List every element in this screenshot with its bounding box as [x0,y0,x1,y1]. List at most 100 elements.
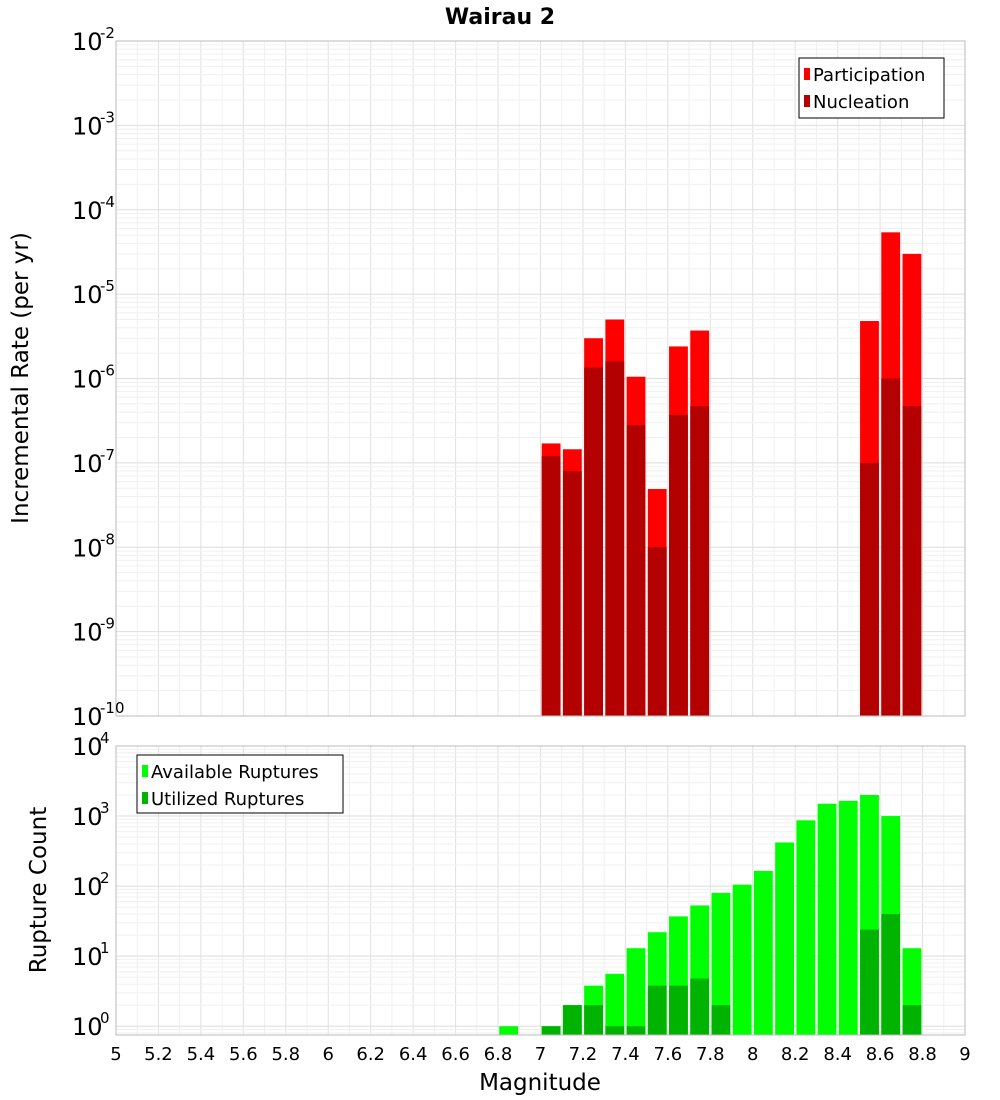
count-bar-available-ruptures [711,892,731,1035]
rate-bar-nucleation [860,462,879,716]
x-tick-label: 8.6 [866,1044,895,1065]
count-y-tick-label: 103 [72,799,110,831]
x-axis-label: Magnitude [479,1070,601,1096]
x-tick-label: 7 [535,1044,546,1065]
rate-y-tick-base: 10 [72,703,103,731]
x-tick-label: 7.2 [569,1044,598,1065]
count-bar-utilized-ruptures [647,985,667,1035]
rate-y-tick-exponent: -7 [100,446,115,464]
rate-y-tick-label: 10-4 [72,193,115,225]
count-y-tick-base: 10 [72,803,103,831]
rate-y-tick-exponent: -4 [100,193,115,211]
rate-legend-swatch [804,68,810,80]
rate-y-tick-base: 10 [72,112,103,140]
rate-bar-nucleation [647,547,667,716]
count-y-tick-label: 104 [72,729,110,761]
count-legend-box [136,754,344,814]
rate-y-tick-base: 10 [72,366,103,394]
count-bar-available-ruptures [499,1026,519,1035]
rate-y-tick-label: 10-7 [72,446,115,478]
count-y-tick-label: 102 [72,869,110,901]
count-y-tick-exponent: 0 [100,1009,110,1027]
rate-y-tick-label: 10-10 [72,699,125,731]
x-tick-label: 9 [959,1044,970,1065]
count-bar-utilized-ruptures [605,1026,625,1035]
x-tick-label: 6.2 [356,1044,385,1065]
count-legend: Available Ruptures Utilized Ruptures [136,754,344,814]
x-tick-label: 6.4 [399,1044,428,1065]
count-y-tick-exponent: 4 [100,729,110,747]
count-bar-available-ruptures [796,820,816,1035]
x-tick-label: 7.6 [654,1044,683,1065]
count-y-tick-base: 10 [72,873,103,901]
rate-legend-box [798,57,945,119]
rate-legend-label: Participation [813,65,925,86]
count-bar-utilized-ruptures [626,1026,646,1035]
rate-bar-nucleation [584,367,603,716]
rate-legend-label: Nucleation [813,92,909,113]
count-y-tick-exponent: 3 [100,799,110,817]
count-bar-utilized-ruptures [562,1005,582,1035]
rate-y-tick-label: 10-2 [72,24,115,56]
x-tick-label: 5.2 [144,1044,173,1065]
rate-bar-nucleation [605,361,625,716]
count-bar-available-ruptures [838,800,858,1035]
rate-y-tick-base: 10 [72,28,103,56]
rate-bar-nucleation [562,471,582,716]
count-y-tick-base: 10 [72,943,103,971]
rate-y-tick-label: 10-6 [72,362,115,394]
x-axis-ticks: 5 5.2 5.4 5.6 5.8 6 6.2 6.4 6.6 6.8 7 7.2 7.4 7.6 7.8 8… [110,1044,970,1065]
rate-bar-nucleation [902,406,922,716]
x-tick-label: 8.8 [908,1044,937,1065]
count-bar-utilized-ruptures [860,929,879,1035]
rate-y-tick-exponent: -9 [100,615,115,633]
rate-legend: Participation Nucleation [798,57,945,119]
rate-legend-swatch [804,95,810,107]
count-y-tick-exponent: 1 [100,939,110,957]
rate-y-tick-base: 10 [72,450,103,478]
x-tick-label: 8.4 [823,1044,852,1065]
count-bar-utilized-ruptures [881,914,901,1035]
count-y-tick-base: 10 [72,1013,103,1041]
x-tick-label: 7.4 [611,1044,640,1065]
count-y-tick-base: 10 [72,733,103,761]
rate-y-tick-exponent: -10 [100,699,125,717]
count-legend-label: Utilized Ruptures [151,789,304,810]
rate-panel: 10-210-310-410-510-610-710-810-910-10Par… [72,24,966,731]
rate-bar-nucleation [881,378,901,716]
bottom-y-axis-label: Rupture Count [26,807,52,973]
count-legend-swatch [142,765,148,777]
rate-plot-frame [115,40,966,717]
rate-bar-nucleation [690,406,710,716]
count-bar-utilized-ruptures [690,978,710,1035]
rate-y-tick-label: 10-5 [72,277,115,309]
rate-y-tick-exponent: -8 [100,530,115,548]
count-bar-utilized-ruptures [669,985,688,1035]
count-bar-utilized-ruptures [711,1005,731,1035]
x-tick-label: 8 [747,1044,758,1065]
x-tick-label: 8.2 [781,1044,810,1065]
count-bar-utilized-ruptures [541,1026,561,1035]
count-bar-available-ruptures [605,973,625,1035]
rate-y-tick-label: 10-8 [72,530,115,562]
count-y-tick-label: 101 [72,939,110,971]
count-bar-utilized-ruptures [584,1005,603,1035]
count-bar-available-ruptures [817,803,837,1035]
rate-y-tick-base: 10 [72,619,103,647]
count-y-tick-exponent: 2 [100,869,110,887]
x-tick-label: 6 [323,1044,334,1065]
rate-y-tick-exponent: -5 [100,277,115,295]
rate-y-tick-exponent: -6 [100,362,115,380]
rate-y-tick-label: 10-3 [72,108,115,140]
rate-bar-nucleation [541,456,561,716]
rate-y-tick-label: 10-9 [72,615,115,647]
rate-y-tick-exponent: -2 [100,24,115,42]
count-bar-available-ruptures [753,870,773,1035]
rate-y-tick-exponent: -3 [100,108,115,126]
x-tick-label: 5.6 [229,1044,258,1065]
count-bar-available-ruptures [775,842,794,1035]
count-bar-available-ruptures [626,948,646,1035]
count-legend-label: Available Ruptures [151,762,319,783]
